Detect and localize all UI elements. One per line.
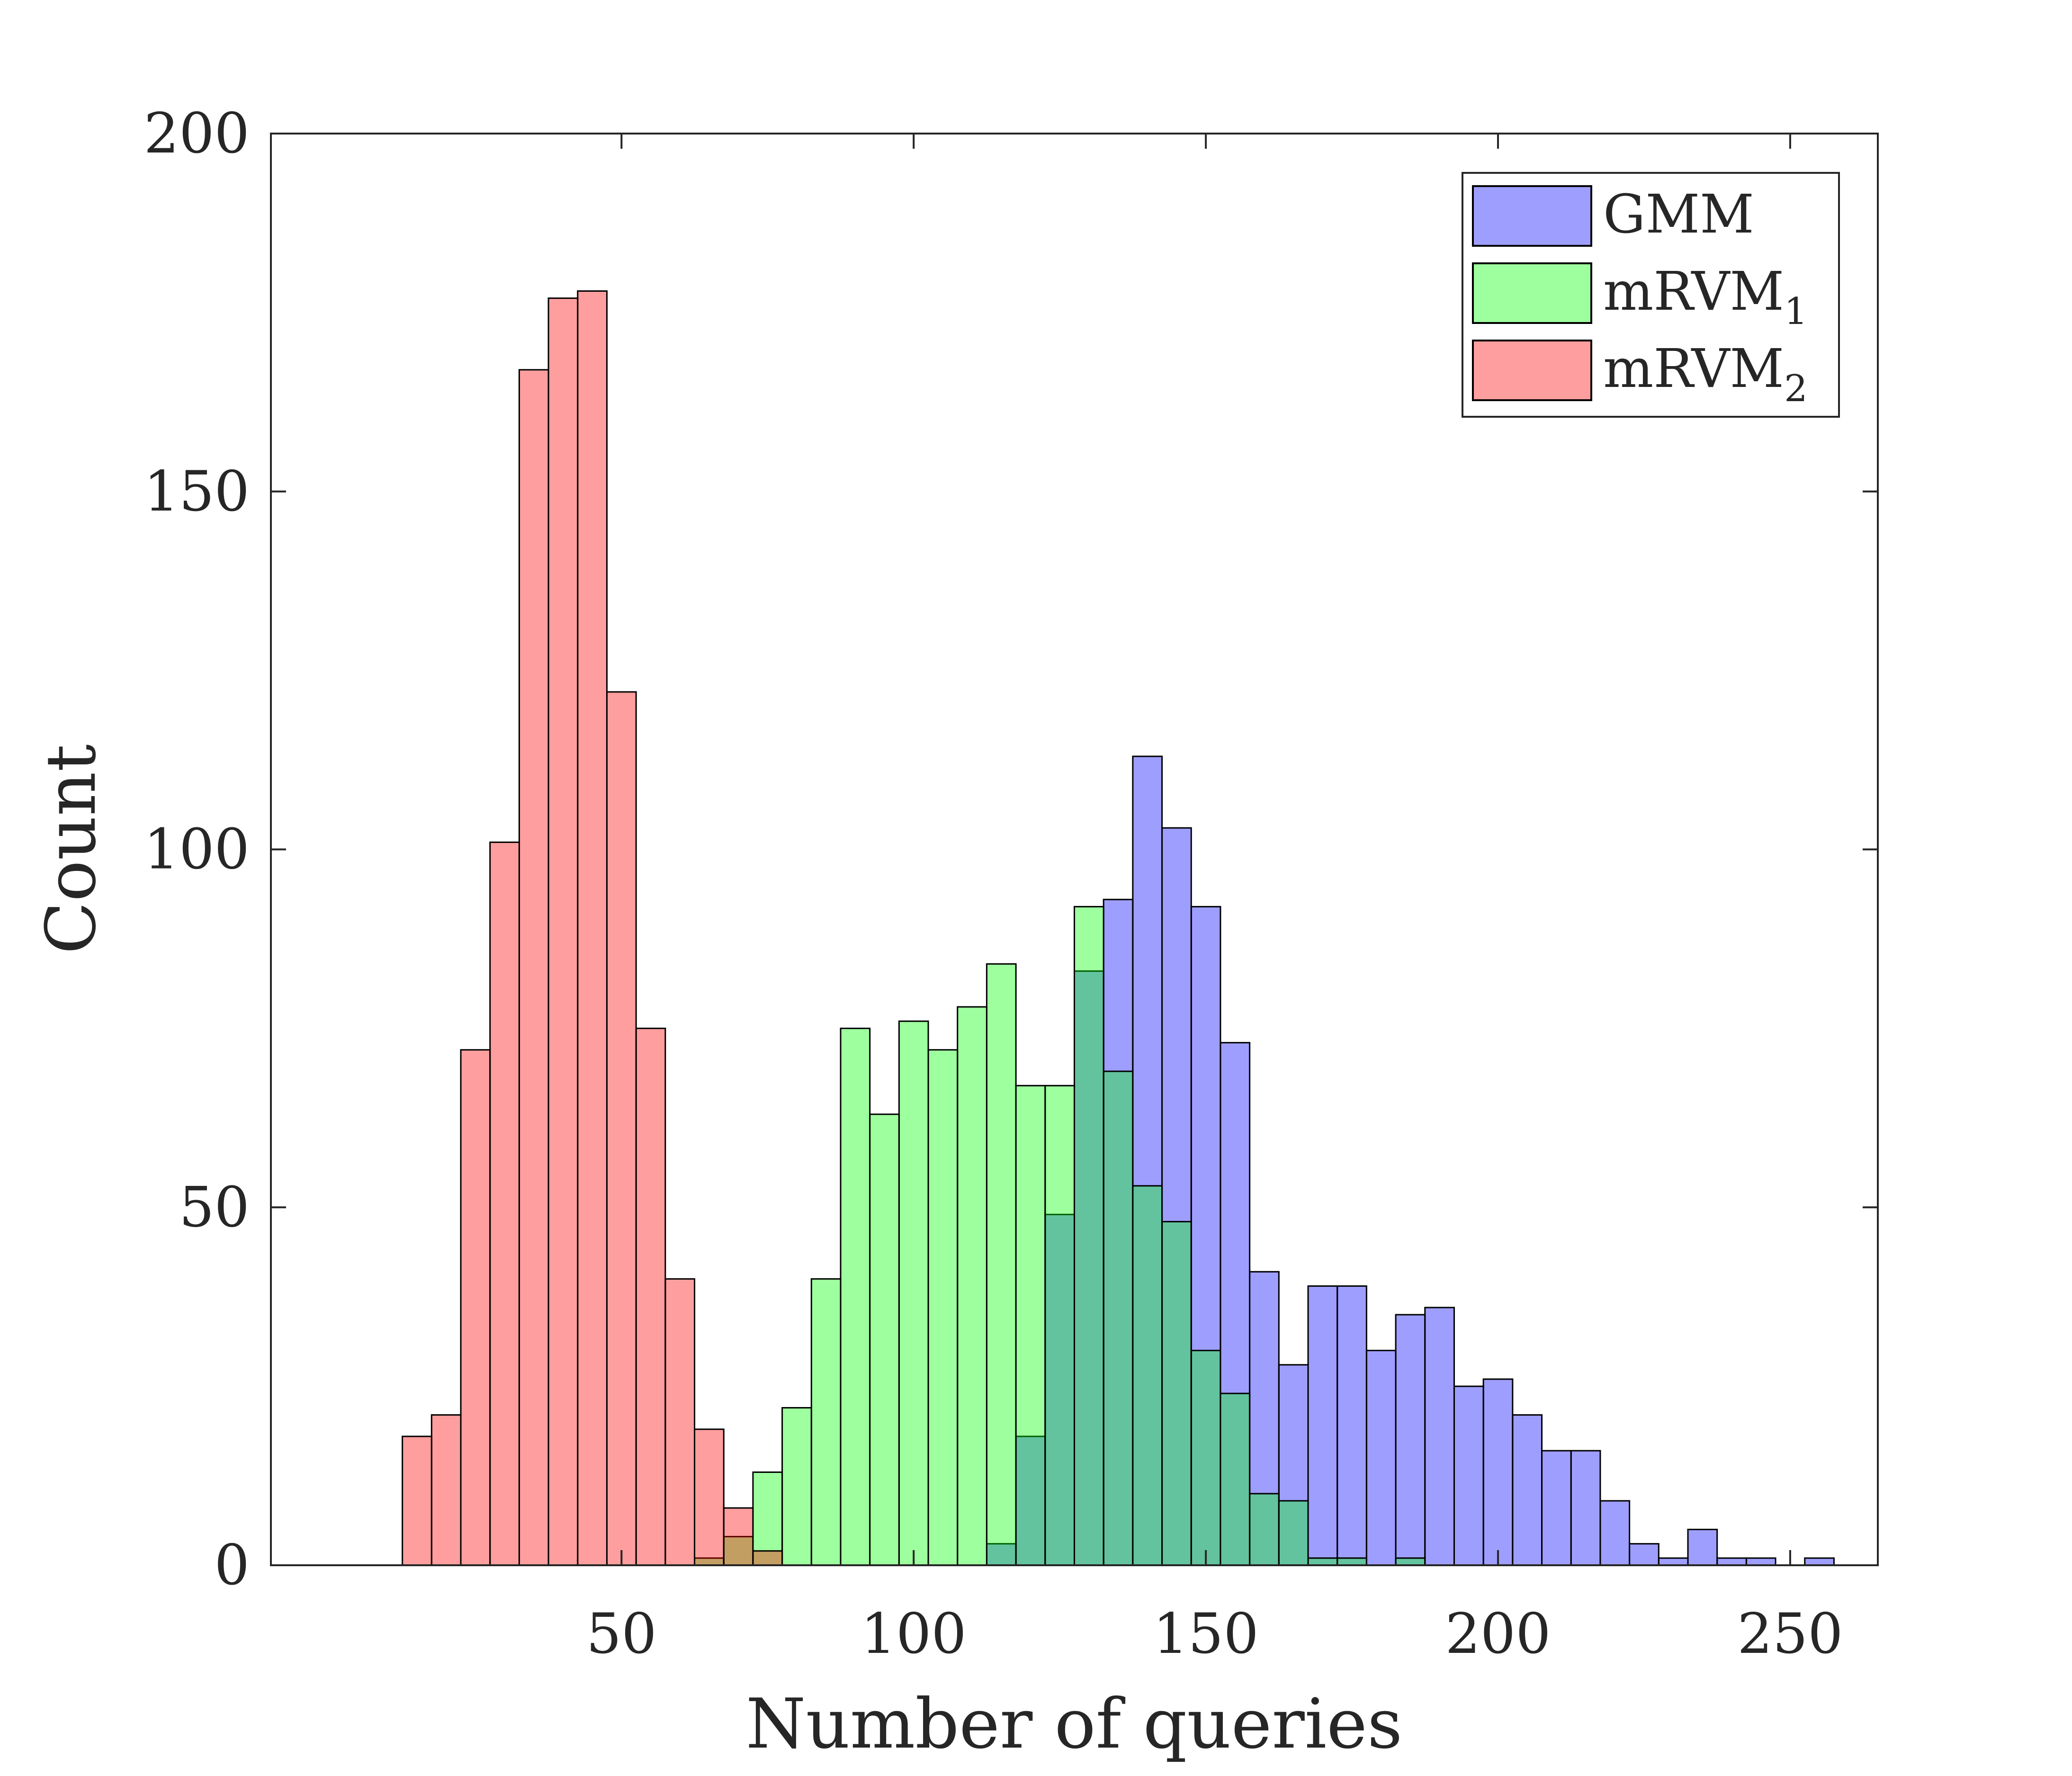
- legend-box: [1462, 172, 1840, 418]
- series-GMM: [986, 755, 1835, 1566]
- ticks-layer: 50 100 150 200 250 0 50 100 150 200: [144, 101, 1878, 1666]
- y-tick-label: 0: [215, 1533, 250, 1597]
- bar-mRVM1-165: [1278, 1500, 1309, 1566]
- bar-GMM-195: [1453, 1385, 1484, 1566]
- bar-mRVM1-90: [840, 1027, 871, 1566]
- legend-label: mRVM2: [1603, 338, 1808, 410]
- bar-mRVM1-100: [898, 1020, 929, 1566]
- legend-label-main: mRVM: [1603, 338, 1784, 400]
- bar-GMM-205: [1512, 1414, 1543, 1566]
- legend-label-subscript: 1: [1784, 290, 1808, 333]
- legend-item-mRVM1: mRVM1: [1472, 261, 1808, 333]
- bar-mRVM2-75: [752, 1550, 783, 1566]
- bar-mRVM2-70: [723, 1507, 754, 1566]
- y-axis-title: Count: [31, 744, 111, 954]
- bar-mRVM1-95: [869, 1113, 900, 1566]
- bar-mRVM2-30: [489, 841, 520, 1566]
- bar-GMM-190: [1424, 1307, 1455, 1566]
- legend-swatch: [1472, 185, 1592, 247]
- bar-mRVM1-160: [1249, 1493, 1280, 1566]
- bar-GMM-180: [1365, 1350, 1397, 1566]
- legend-label: mRVM1: [1603, 261, 1808, 333]
- series-mRVM2: [402, 290, 783, 1566]
- bar-mRVM1-110: [957, 1006, 987, 1566]
- legend-label-main: GMM: [1603, 184, 1754, 245]
- bar-mRVM2-55: [635, 1027, 666, 1566]
- bar-mRVM1-170: [1307, 1557, 1338, 1566]
- bar-mRVM1-120: [1015, 1085, 1046, 1566]
- bar-mRVM1-130: [1074, 906, 1104, 1566]
- bar-GMM-200: [1482, 1378, 1514, 1566]
- bar-mRVM1-85: [810, 1278, 842, 1566]
- legend-item-mRVM2: mRVM2: [1472, 338, 1808, 410]
- bar-mRVM1-185: [1395, 1557, 1426, 1566]
- bar-GMM-150: [1190, 906, 1221, 1566]
- bar-mRVM1-155: [1220, 1392, 1251, 1566]
- bar-GMM-135: [1103, 898, 1134, 1566]
- bar-GMM-255: [1804, 1557, 1835, 1566]
- bar-GMM-170: [1307, 1285, 1338, 1566]
- bar-mRVM1-140: [1132, 1185, 1163, 1566]
- bar-mRVM1-115: [986, 963, 1017, 1566]
- y-tick-label: 50: [179, 1175, 250, 1239]
- bar-GMM-240: [1716, 1557, 1747, 1566]
- bar-GMM-245: [1745, 1557, 1776, 1566]
- y-tick-label: 150: [144, 459, 250, 524]
- x-tick-label: 250: [1737, 1601, 1843, 1666]
- x-tick-label: 150: [1153, 1601, 1258, 1666]
- bar-GMM-215: [1570, 1450, 1601, 1566]
- x-tick-label: 100: [861, 1601, 967, 1666]
- bar-mRVM2-25: [460, 1049, 491, 1566]
- legend-item-GMM: GMM: [1472, 184, 1754, 247]
- bar-mRVM2-60: [664, 1278, 696, 1566]
- legend-swatch: [1472, 340, 1592, 401]
- bar-GMM-160: [1249, 1271, 1280, 1566]
- bar-mRVM1-125: [1044, 1085, 1076, 1566]
- legend-swatch: [1472, 262, 1592, 324]
- bar-GMM-235: [1687, 1528, 1718, 1566]
- bar-mRVM2-15: [402, 1435, 432, 1566]
- bar-mRVM1-135: [1103, 1070, 1134, 1566]
- legend-label-main: mRVM: [1603, 261, 1784, 323]
- bar-mRVM2-45: [577, 290, 608, 1566]
- y-tick-label: 100: [144, 817, 250, 882]
- bar-GMM-230: [1658, 1557, 1689, 1566]
- y-tick-label: 200: [144, 101, 250, 166]
- bar-mRVM1-145: [1161, 1220, 1192, 1566]
- axes-box: [270, 133, 1879, 1566]
- bar-GMM-220: [1599, 1500, 1631, 1566]
- bar-mRVM2-20: [431, 1414, 462, 1566]
- bar-GMM-175: [1336, 1285, 1367, 1566]
- bar-GMM-225: [1629, 1543, 1659, 1566]
- bar-mRVM1-150: [1190, 1350, 1221, 1566]
- bar-GMM-140: [1132, 755, 1163, 1566]
- bar-mRVM1-80: [781, 1407, 812, 1566]
- x-tick-label: 200: [1445, 1601, 1551, 1666]
- x-axis-title: Number of queries: [746, 1684, 1403, 1764]
- bar-mRVM1-105: [927, 1049, 959, 1566]
- bar-mRVM2-40: [547, 297, 579, 1566]
- bar-GMM-185: [1395, 1314, 1426, 1566]
- legend-label-subscript: 2: [1784, 368, 1808, 410]
- bar-GMM-145: [1161, 827, 1192, 1566]
- bar-mRVM2-35: [518, 369, 549, 1566]
- legend-label: GMM: [1603, 184, 1754, 245]
- x-tick-label: 50: [586, 1601, 657, 1666]
- bar-mRVM1-175: [1336, 1557, 1367, 1566]
- bar-mRVM2-65: [694, 1428, 725, 1566]
- bar-GMM-210: [1541, 1450, 1572, 1566]
- bar-mRVM2-50: [606, 691, 637, 1566]
